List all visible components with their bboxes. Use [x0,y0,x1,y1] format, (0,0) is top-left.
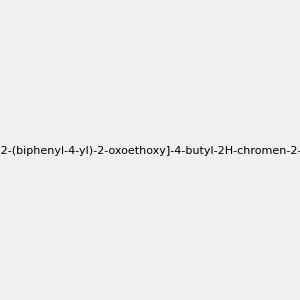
Text: 7-[2-(biphenyl-4-yl)-2-oxoethoxy]-4-butyl-2H-chromen-2-one: 7-[2-(biphenyl-4-yl)-2-oxoethoxy]-4-buty… [0,146,300,157]
